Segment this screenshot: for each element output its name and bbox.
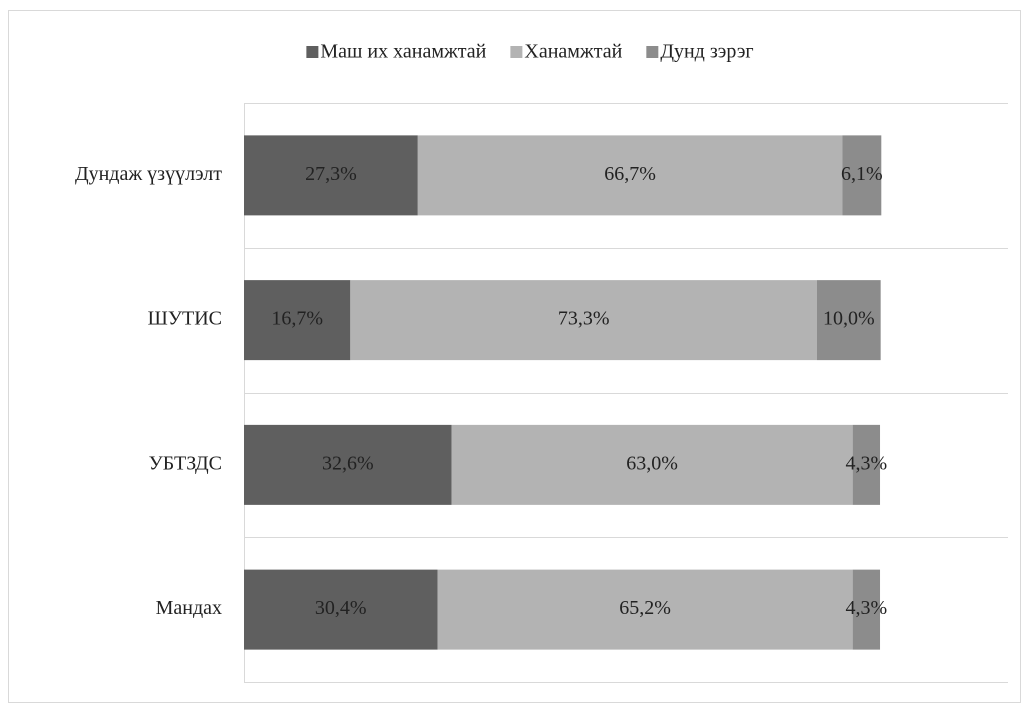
bar-segment xyxy=(437,569,853,650)
y-tick-label: Мандах xyxy=(156,597,222,619)
bar-segment xyxy=(244,135,418,216)
y-tick-label: УБТЗДС xyxy=(149,452,222,474)
bar-segment xyxy=(817,280,881,361)
legend-label: Маш их ханамжтай xyxy=(320,41,486,63)
data-label: 4,3% xyxy=(846,597,888,619)
data-label: 4,3% xyxy=(846,452,888,474)
data-label: 27,3% xyxy=(305,163,357,185)
legend-label: Дунд зэрэг xyxy=(660,41,753,63)
y-tick-label: ШУТИС xyxy=(148,308,222,330)
legend-swatch xyxy=(646,46,659,58)
bar-segment xyxy=(244,280,351,361)
bar-segment xyxy=(852,424,881,505)
data-label: 32,6% xyxy=(322,452,374,474)
bar-segment xyxy=(417,135,843,216)
bar-segment xyxy=(350,280,817,361)
bar-segment xyxy=(852,569,881,650)
data-label: 63,0% xyxy=(626,452,678,474)
legend-swatch xyxy=(510,46,523,58)
data-label: 10,0% xyxy=(823,308,875,330)
legend-swatch xyxy=(306,46,319,58)
bar-segment xyxy=(451,424,853,505)
bar-segment xyxy=(842,135,882,216)
data-label: 30,4% xyxy=(315,597,367,619)
data-label: 66,7% xyxy=(604,163,656,185)
data-label: 65,2% xyxy=(619,597,671,619)
data-label: 73,3% xyxy=(558,308,610,330)
data-label: 6,1% xyxy=(841,163,883,185)
bar-segment xyxy=(244,424,452,505)
bar-segment xyxy=(244,569,438,650)
legend-label: Ханамжтай xyxy=(524,41,622,63)
y-tick-label: Дундаж үзүүлэлт xyxy=(75,163,222,185)
data-label: 16,7% xyxy=(271,308,323,330)
